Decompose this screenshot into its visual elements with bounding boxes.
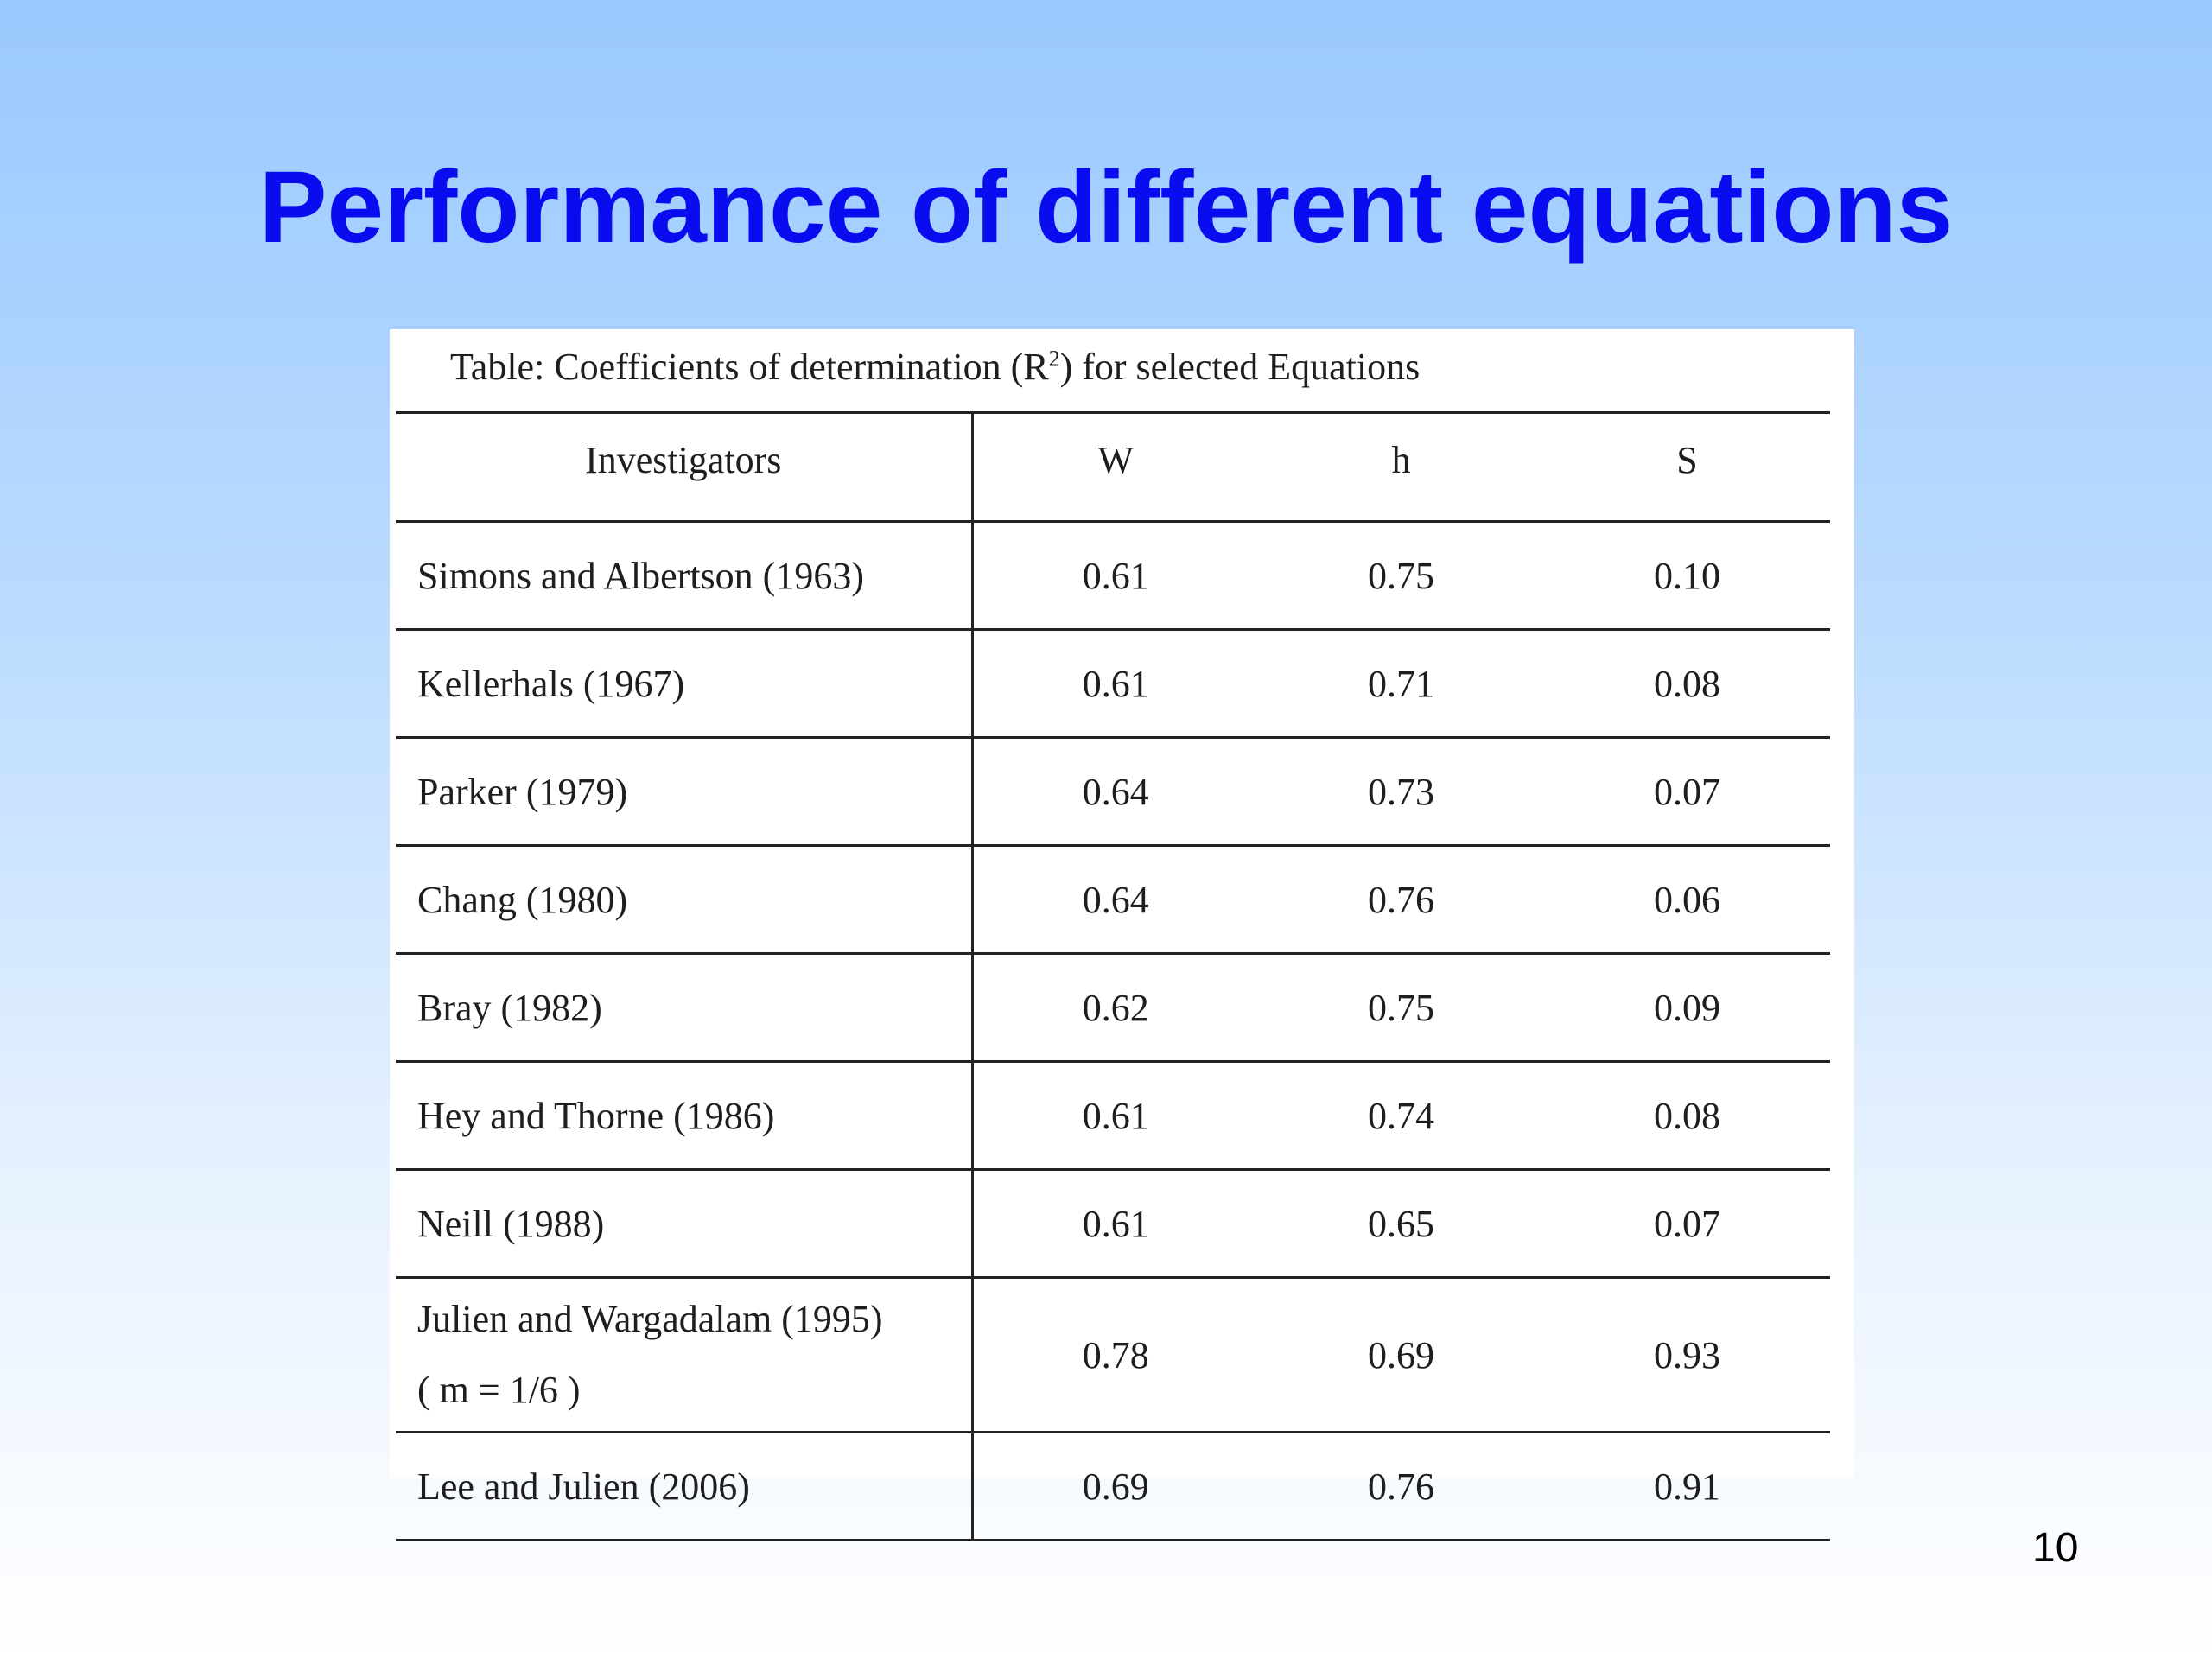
table-header-row: Investigators W h S [396,411,1830,523]
header-s: S [1544,411,1830,523]
s-value: 0.91 [1544,1432,1830,1541]
investigator-cell: Chang (1980) [396,845,974,955]
s-value: 0.08 [1544,1061,1830,1171]
investigator-cell: Simons and Albertson (1963) [396,521,974,631]
w-value: 0.61 [972,1169,1258,1279]
table-row: Chang (1980) 0.64 0.76 0.06 [396,845,1830,955]
investigator-note: ( m = 1/6 ) [417,1369,581,1411]
caption-superscript: 2 [1048,346,1060,372]
caption-prefix: Table: Coefficients of determination (R [450,346,1049,388]
w-value: 0.64 [972,737,1258,847]
table-row: Kellerhals (1967) 0.61 0.71 0.08 [396,629,1830,739]
h-value: 0.76 [1258,845,1544,955]
table-row: Parker (1979) 0.64 0.73 0.07 [396,737,1830,847]
table-row: Simons and Albertson (1963) 0.61 0.75 0.… [396,521,1830,631]
h-value: 0.73 [1258,737,1544,847]
table-caption: Table: Coefficients of determination (R2… [450,341,1420,393]
h-value: 0.75 [1258,521,1544,631]
s-value: 0.10 [1544,521,1830,631]
investigator-cell: Bray (1982) [396,953,974,1063]
table-row: Lee and Julien (2006) 0.69 0.76 0.91 [396,1432,1830,1541]
h-value: 0.65 [1258,1169,1544,1279]
header-investigators: Investigators [396,411,974,523]
investigator-cell: Hey and Thorne (1986) [396,1061,974,1171]
s-value: 0.08 [1544,629,1830,739]
header-w: W [972,411,1258,523]
s-value: 0.09 [1544,953,1830,1063]
table-row: Julien and Wargadalam (1995) ( m = 1/6 )… [396,1277,1830,1433]
w-value: 0.62 [972,953,1258,1063]
w-value: 0.61 [972,1061,1258,1171]
investigator-cell: Kellerhals (1967) [396,629,974,739]
investigator-cell: Parker (1979) [396,737,974,847]
slide-title: Performance of different equations [258,150,1954,264]
h-value: 0.71 [1258,629,1544,739]
investigator-cell: Neill (1988) [396,1169,974,1279]
investigator-cell: Lee and Julien (2006) [396,1432,974,1541]
h-value: 0.69 [1258,1277,1544,1433]
h-value: 0.74 [1258,1061,1544,1171]
w-value: 0.78 [972,1277,1258,1433]
investigator-name: Julien and Wargadalam (1995) [417,1298,883,1340]
h-value: 0.76 [1258,1432,1544,1541]
w-value: 0.64 [972,845,1258,955]
page-number: 10 [2032,1525,2079,1571]
caption-suffix: ) for selected Equations [1059,346,1421,388]
w-value: 0.61 [972,521,1258,631]
table-row: Neill (1988) 0.61 0.65 0.07 [396,1169,1830,1279]
table-panel: Table: Coefficients of determination (R2… [390,329,1854,1541]
s-value: 0.06 [1544,845,1830,955]
table-row: Hey and Thorne (1986) 0.61 0.74 0.08 [396,1061,1830,1171]
h-value: 0.75 [1258,953,1544,1063]
s-value: 0.07 [1544,737,1830,847]
coefficients-table: Investigators W h S Simons and Albertson… [396,411,1830,1541]
w-value: 0.61 [972,629,1258,739]
s-value: 0.93 [1544,1277,1830,1433]
investigator-cell: Julien and Wargadalam (1995) ( m = 1/6 ) [396,1277,974,1433]
s-value: 0.07 [1544,1169,1830,1279]
w-value: 0.69 [972,1432,1258,1541]
header-h: h [1258,411,1544,523]
table-row: Bray (1982) 0.62 0.75 0.09 [396,953,1830,1063]
